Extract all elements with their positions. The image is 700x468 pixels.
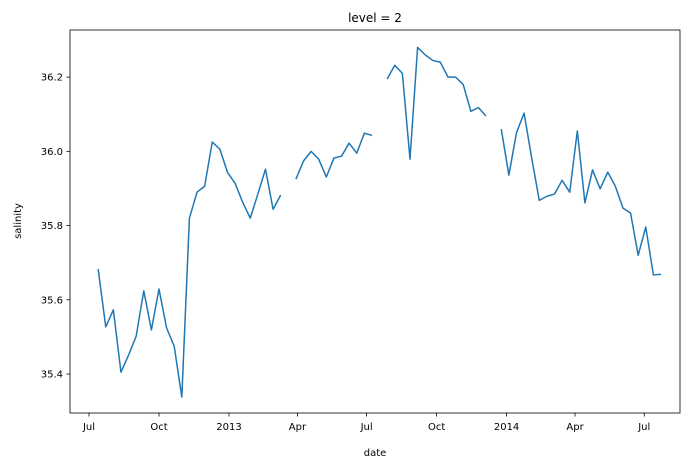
x-tick-label: Oct [150,422,167,433]
x-tick-label: 2013 [216,422,241,433]
x-tick-label: Jul [360,422,373,433]
y-tick-label: 35.6 [41,295,63,306]
y-tick-label: 36.0 [41,147,63,158]
x-tick-label: Jul [637,422,650,433]
chart-title: level = 2 [348,11,402,25]
y-tick-label: 35.8 [41,221,63,232]
x-tick-label: 2014 [494,422,519,433]
x-tick-label: Oct [428,422,445,433]
y-tick-label: 36.2 [41,73,63,84]
y-tick-label: 35.4 [41,370,63,381]
x-tick-label: Jul [82,422,95,433]
y-axis-label: salinity [13,203,24,239]
x-tick-label: Apr [566,422,584,433]
plot-frame [69,29,681,414]
x-axis-label: date [364,448,387,459]
data-line [97,46,662,398]
x-tick-label: Apr [289,422,307,433]
